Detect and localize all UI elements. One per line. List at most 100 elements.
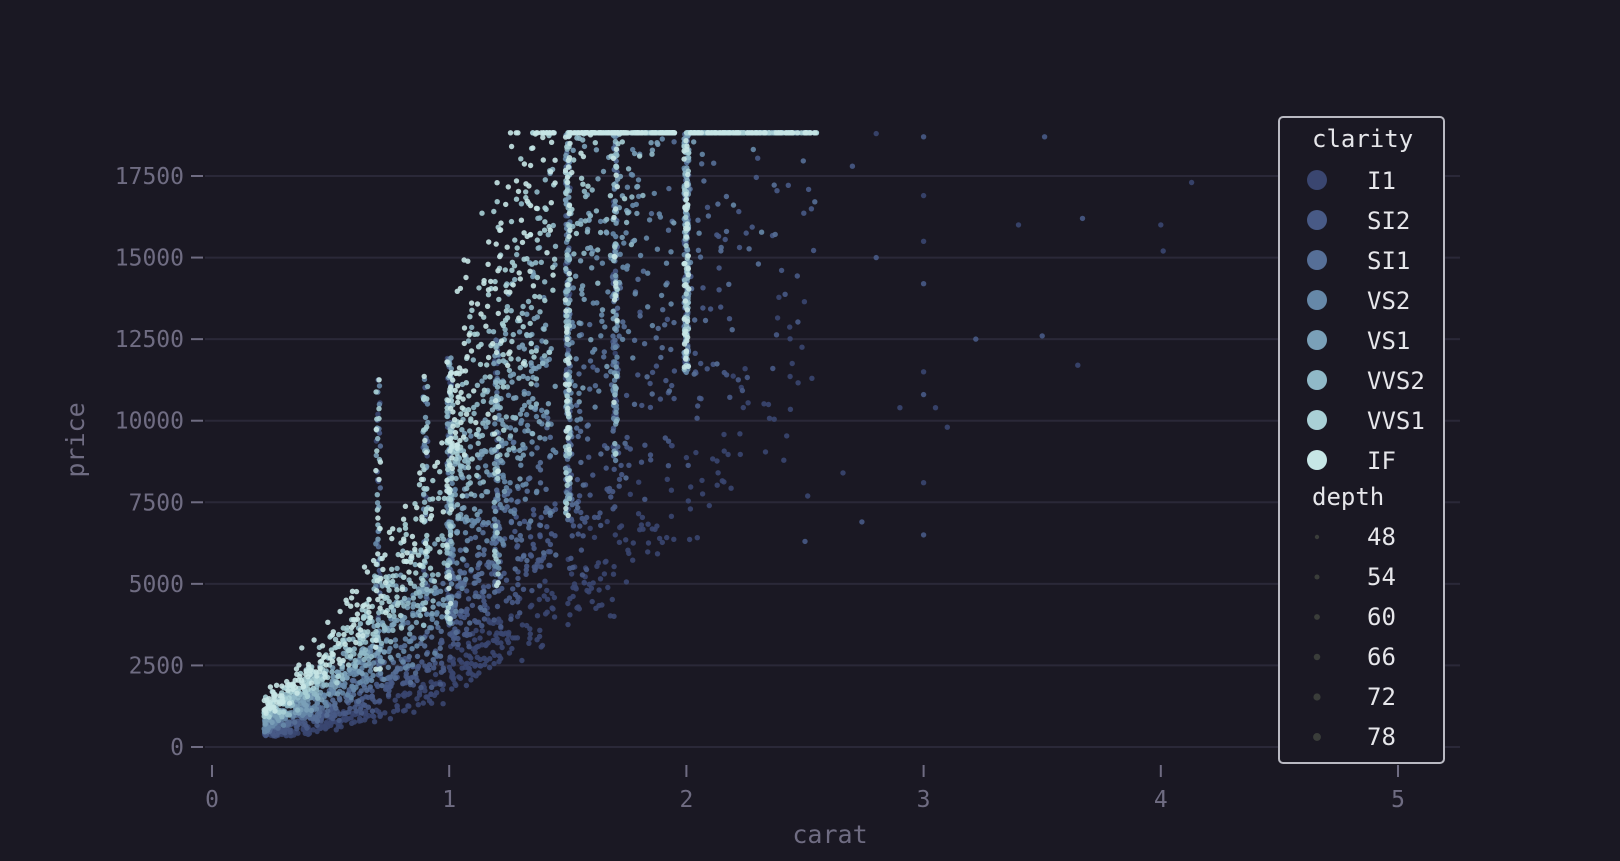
scatter-point [390,526,396,532]
scatter-point [335,673,341,679]
scatter-point [787,324,793,330]
scatter-point [520,452,526,458]
scatter-point [787,406,794,412]
scatter-point [566,210,572,217]
scatter-point [407,631,413,637]
scatter-point [408,638,414,644]
scatter-point [683,234,690,240]
scatter-point [662,435,668,441]
scatter-point [649,369,656,376]
scatter-point [585,183,591,189]
scatter-point [480,479,486,485]
scatter-point [494,582,500,589]
scatter-point [805,493,811,499]
scatter-point [577,258,584,264]
scatter-point [701,178,707,184]
scatter-point [771,182,777,188]
scatter-point [592,383,599,389]
scatter-point [424,586,430,593]
scatter-point [300,684,306,690]
scatter-point [440,602,447,608]
scatter-point [542,578,548,584]
scatter-point [536,583,543,589]
scatter-point [500,379,507,385]
scatter-point [310,685,317,691]
scatter-point [630,557,636,563]
scatter-point [502,479,508,485]
scatter-point [809,375,815,381]
scatter-point [294,671,300,677]
scatter-point [503,289,509,295]
scatter-point [399,552,405,559]
scatter-point [450,659,456,666]
scatter-point [483,424,489,430]
scatter-point [468,566,474,573]
scatter-point [262,729,268,735]
scatter-point [516,270,522,276]
scatter-point [279,683,285,689]
scatter-point [439,440,445,446]
scatter-point [762,130,768,136]
scatter-point [920,134,927,140]
scatter-point [897,405,903,411]
scatter-point [576,493,583,499]
scatter-point [520,324,526,330]
scatter-point [477,635,483,641]
scatter-point [547,549,553,555]
scatter-point [920,238,927,244]
scatter-point [636,153,643,159]
scatter-point [714,482,720,488]
scatter-point [546,349,553,355]
scatter-point [723,193,730,200]
scatter-point [390,622,396,628]
scatter-point [472,518,478,525]
scatter-point [528,304,535,311]
scatter-point [642,130,649,136]
scatter-point [592,140,598,146]
scatter-point [536,419,542,425]
scatter-point [534,189,540,195]
scatter-point [682,187,688,193]
scatter-point [481,616,488,622]
legend-depth-label: 48 [1367,523,1396,551]
scatter-point [681,364,688,370]
scatter-point [370,557,377,564]
scatter-point [436,601,442,607]
scatter-point [535,245,541,251]
scatter-point [515,575,521,582]
scatter-point [612,392,618,398]
scatter-point [447,448,453,454]
scatter-point [450,546,456,552]
scatter-point [547,227,553,233]
scatter-point [587,525,593,531]
scatter-point [517,365,523,371]
scatter-point [496,588,502,594]
scatter-point [357,715,363,722]
scatter-point [687,506,694,512]
scatter-point [506,367,513,374]
scatter-point [308,680,315,686]
scatter-point [567,276,573,282]
scatter-point [702,317,709,324]
scatter-point [565,164,572,170]
scatter-point [562,197,569,203]
scatter-point [307,671,313,677]
scatter-point [464,354,470,360]
scatter-point [505,362,511,369]
scatter-point [344,698,350,704]
scatter-point [395,693,401,699]
legend-clarity-label: SI1 [1367,247,1410,275]
scatter-point [697,254,704,260]
scatter-point [498,338,505,344]
scatter-point [480,594,486,600]
scatter-point [607,613,614,619]
scatter-point [715,470,721,476]
scatter-point [329,632,335,638]
scatter-point [345,648,352,654]
scatter-point [1075,362,1081,368]
scatter-point [534,237,540,243]
scatter-point [664,534,670,541]
scatter-point [496,653,502,659]
scatter-point [798,130,805,136]
scatter-point [657,214,664,220]
